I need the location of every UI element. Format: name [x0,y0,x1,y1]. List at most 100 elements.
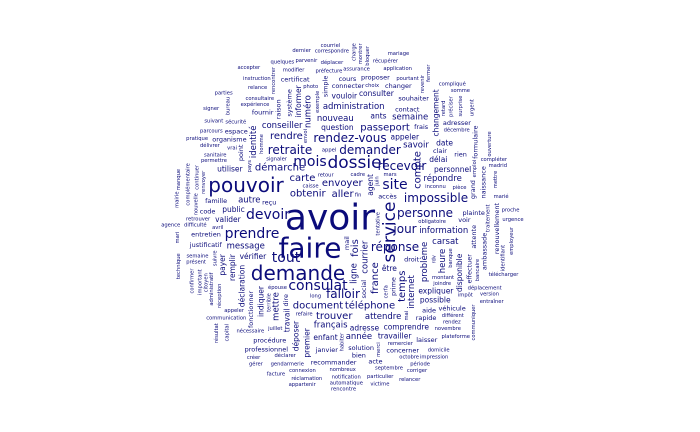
cloud-word: connecter [332,82,365,90]
cloud-word: surprise [458,96,464,117]
cloud-word: traitement [485,204,491,232]
cloud-word: instruction [243,76,271,82]
cloud-word: solution [348,344,374,352]
cloud-word: procédure [253,336,286,344]
cloud-word: consulat [288,278,348,294]
cloud-word: numéro [303,95,314,128]
cloud-word: souhaiter [398,95,429,103]
cloud-word: appartenir [289,382,317,388]
cloud-word: appeler [391,133,420,142]
cloud-word: créer [247,354,261,361]
cloud-word: parties [215,91,233,97]
cloud-word: raison [274,99,282,119]
cloud-word: signaler [266,157,288,163]
cloud-word: comprendre [384,323,430,332]
cloud-word: français [314,321,348,331]
cloud-word: bloquer [365,45,371,66]
cloud-word: entraîner [480,298,505,305]
cloud-word: tout [272,250,301,266]
cloud-word: compléter [481,156,508,163]
cloud-word: question [321,123,354,132]
cloud-word: disponible [455,253,464,292]
cloud-word: france [370,262,381,294]
cloud-word: adresser [443,119,471,127]
cloud-word: bancaire [475,259,481,281]
cloud-word: charge [351,43,357,61]
cloud-word: ouverture [487,131,493,156]
cloud-word: consulter [359,89,395,98]
cloud-word: version [480,292,499,298]
cloud-word: semaine [186,253,208,259]
cloud-word: attendre [365,312,401,322]
cloud-word: acte [368,358,382,366]
cloud-word: préciser [447,95,454,117]
cloud-word: jour [392,222,416,236]
cloud-word: somme [451,88,470,94]
cloud-word: semaine [392,113,428,123]
cloud-word: pourtant [396,76,418,82]
cloud-word: relance [248,85,267,91]
cloud-word: plainte [462,209,484,217]
cloud-word: aide [422,307,436,315]
cloud-word: passeport [360,123,410,134]
cloud-word: sanitaire [204,152,226,158]
cloud-word: fournir [252,109,274,117]
cloud-word: formulaire [471,125,479,158]
cloud-word: janvier [315,346,339,354]
cloud-word: automatique [330,381,363,387]
cloud-word: recommander [311,359,357,367]
cloud-word: homme [259,134,265,154]
cloud-word: urgent [470,99,476,116]
cloud-word: plateforme [442,334,470,340]
cloud-word: gendarmerie [271,361,304,367]
cloud-word: avoir [285,198,375,239]
cloud-word: enfant [313,333,337,342]
cloud-word: impression [420,355,448,361]
cloud-word: aller [332,189,355,200]
cloud-word: public [222,205,245,214]
cloud-word: faire [279,232,342,265]
cloud-word: communiquer [471,304,477,341]
cloud-word: ambassade [481,233,489,270]
cloud-word: avril [212,225,223,231]
cloud-word: connexion [289,368,316,374]
cloud-word: bien [352,351,366,359]
cloud-word: envoyer [322,178,364,189]
cloud-word: voir [458,216,471,224]
cloud-word: montant [432,275,454,281]
cloud-word: heure [438,249,448,274]
cloud-word: quelques [271,60,295,66]
cloud-word: merci [376,342,382,357]
cloud-word: fin [355,192,362,198]
cloud-word: retour [318,173,335,179]
cloud-word: nombreux [330,367,356,373]
cloud-word: devoir [246,207,290,223]
cloud-word: travail [283,308,292,332]
cloud-word: corriger [407,368,428,374]
cloud-word: déclaration [238,265,247,307]
cloud-word: téléphone [345,300,395,312]
cloud-word: clair [433,147,447,155]
cloud-word: contact [395,105,420,113]
cloud-word: exemple [315,91,321,113]
cloud-word: rendez [443,319,461,325]
cloud-word: manque [176,169,182,190]
cloud-word: renvoyer [201,170,207,194]
cloud-word: social [360,280,368,299]
cloud-word: envoi [303,129,309,143]
cloud-word: réception [216,284,223,308]
cloud-word: montrer [358,43,364,65]
cloud-word: résultat [213,323,220,343]
cloud-word: madrid [489,163,507,169]
cloud-word: appeler [224,308,245,314]
cloud-word: retard [441,101,447,117]
cloud-word: déplacer [321,59,344,66]
cloud-word: mail [343,236,351,250]
cloud-word: mettre [493,171,499,189]
cloud-word: compte [413,151,424,189]
cloud-word: entretien [191,230,221,238]
cloud-word: terrible [266,293,272,312]
cloud-word: espace [225,128,248,136]
cloud-word: cerfa [384,285,390,298]
